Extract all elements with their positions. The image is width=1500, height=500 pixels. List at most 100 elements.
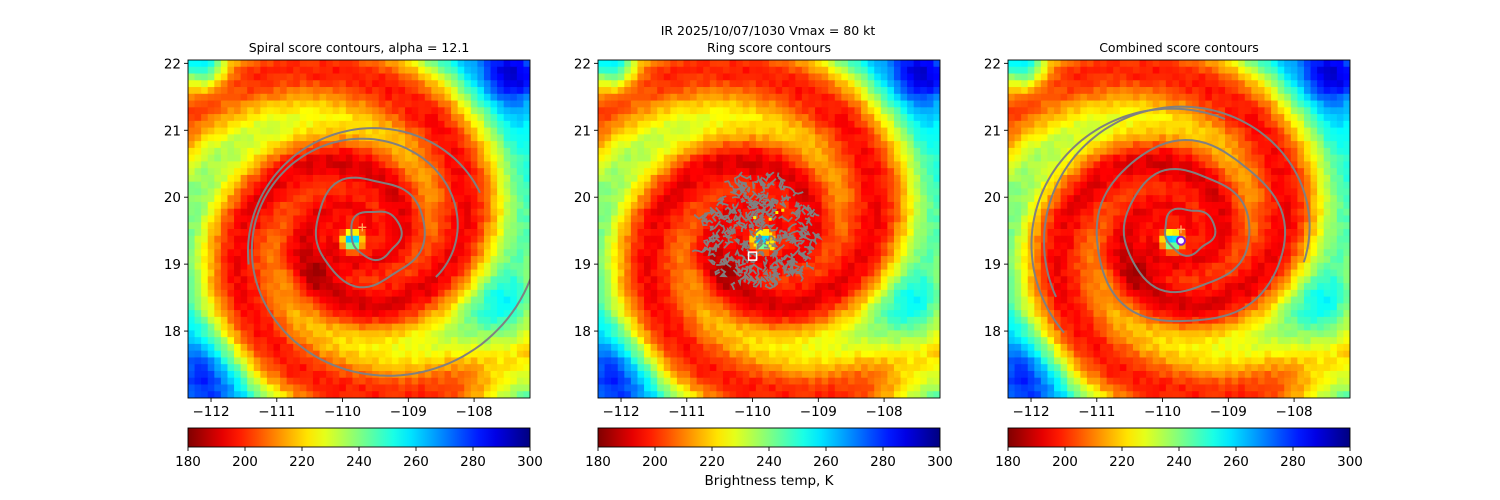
contour-line: [796, 239, 805, 248]
contour-highlight: [769, 247, 773, 251]
contour-highlight: [768, 217, 772, 221]
axes-frame: [187, 59, 531, 399]
contour-line: [737, 208, 743, 215]
contour-line: [759, 202, 767, 214]
heatmap: [1008, 60, 1350, 398]
contour-highlight: [753, 216, 757, 220]
contour-line: [781, 233, 792, 239]
contour-line: [794, 202, 800, 208]
contour-line: [753, 227, 764, 235]
center-plus-marker: [1176, 225, 1185, 234]
contour-line: [719, 196, 725, 204]
panel-title: Combined score contours: [1099, 40, 1259, 55]
contour-line: [785, 193, 791, 201]
y-tick-label: 19: [574, 257, 591, 273]
contour-line: [734, 248, 746, 259]
x-tick-label: −112: [192, 404, 229, 420]
contour-line: [770, 208, 777, 214]
contour-line: [785, 236, 791, 243]
contour-line: [802, 204, 811, 213]
contour-line: [246, 127, 481, 265]
contour-line: [731, 195, 741, 199]
contour-line: [776, 272, 782, 281]
panel-title: Spiral score contours, alpha = 12.1: [249, 40, 470, 55]
contour-line: [737, 276, 745, 287]
panel-3: Combined score contours −112 −111 −110 −109 −…: [984, 40, 1363, 470]
contour-line: [250, 137, 530, 377]
y-tick-label: 18: [164, 324, 181, 340]
score-contours: [246, 127, 530, 377]
colorbar-tick-label: 200: [232, 454, 258, 470]
y-tick-label: 21: [574, 123, 591, 139]
contour-line: [787, 222, 797, 232]
colorbar-tick-label: 220: [1109, 454, 1135, 470]
contour-line: [730, 185, 738, 195]
contour-line: [808, 239, 815, 250]
contour-line: [781, 260, 795, 270]
colorbar: 180 200 220 240 260 280 300: [995, 427, 1363, 470]
contour-line: [746, 215, 755, 227]
contour-line: [758, 176, 766, 186]
contour-line: [776, 234, 782, 245]
contour-line: [752, 207, 762, 218]
contour-line: [725, 236, 734, 244]
y-tick-label: 20: [164, 190, 181, 206]
contour-line: [726, 226, 736, 235]
contour-line: [314, 176, 426, 289]
contour-line: [749, 263, 763, 274]
contour-line: [754, 267, 760, 280]
contour-line: [779, 201, 787, 209]
colorbar-tick-label: 180: [175, 454, 201, 470]
colorbar-tick-label: 220: [699, 454, 725, 470]
contour-line: [731, 203, 737, 214]
contour-line: [800, 204, 807, 216]
contour-line: [719, 268, 728, 278]
contour-line: [813, 233, 824, 241]
contour-line: [769, 277, 777, 284]
colorbar-tick-label: 300: [517, 454, 543, 470]
contour-line: [782, 185, 796, 194]
contour-line: [708, 236, 716, 243]
colorbar-tick-label: 200: [1052, 454, 1078, 470]
score-contours: [691, 171, 824, 291]
contour-line: [763, 243, 776, 249]
heatmap: [188, 60, 530, 398]
y-tick-label: 22: [984, 56, 1001, 72]
contour-line: [738, 212, 748, 222]
panel-2: Ring score contours −112 −111 −110 −109 −108 1…: [574, 40, 953, 470]
contour-highlight: [753, 243, 757, 247]
contour-line: [746, 269, 758, 280]
contour-line: [1030, 107, 1226, 334]
colorbar-tick-label: 180: [995, 454, 1021, 470]
contour-line: [707, 246, 716, 258]
contour-line: [769, 265, 778, 273]
contour-line: [742, 190, 748, 200]
contour-line: [748, 224, 755, 230]
contour-line: [779, 260, 788, 273]
contour-line: [747, 275, 758, 286]
y-tick-label: 22: [164, 56, 181, 72]
contour-line: [791, 239, 800, 248]
contour-line: [728, 207, 738, 215]
contour-line: [759, 180, 765, 187]
contour-line: [739, 186, 747, 195]
contour-line: [754, 220, 760, 228]
contour-line: [1095, 138, 1287, 323]
contour-line: [792, 191, 804, 197]
contour-line: [794, 206, 801, 222]
contour-line: [734, 259, 741, 265]
contour-line: [719, 258, 729, 265]
contour-line: [709, 209, 715, 216]
contour-line: [790, 246, 801, 258]
y-tick-label: 22: [574, 56, 591, 72]
contour-line: [739, 181, 749, 191]
contour-line: [754, 233, 761, 244]
contour-line: [745, 267, 749, 275]
contour-highlight: [771, 246, 775, 250]
contour-line: [732, 269, 742, 277]
contour-line: [763, 210, 777, 221]
contour-line: [764, 256, 769, 264]
colorbar-tick-label: 260: [813, 454, 839, 470]
contour-line: [757, 219, 765, 229]
figure-suptitle: IR 2025/10/07/1030 Vmax = 80 kt: [661, 23, 876, 38]
